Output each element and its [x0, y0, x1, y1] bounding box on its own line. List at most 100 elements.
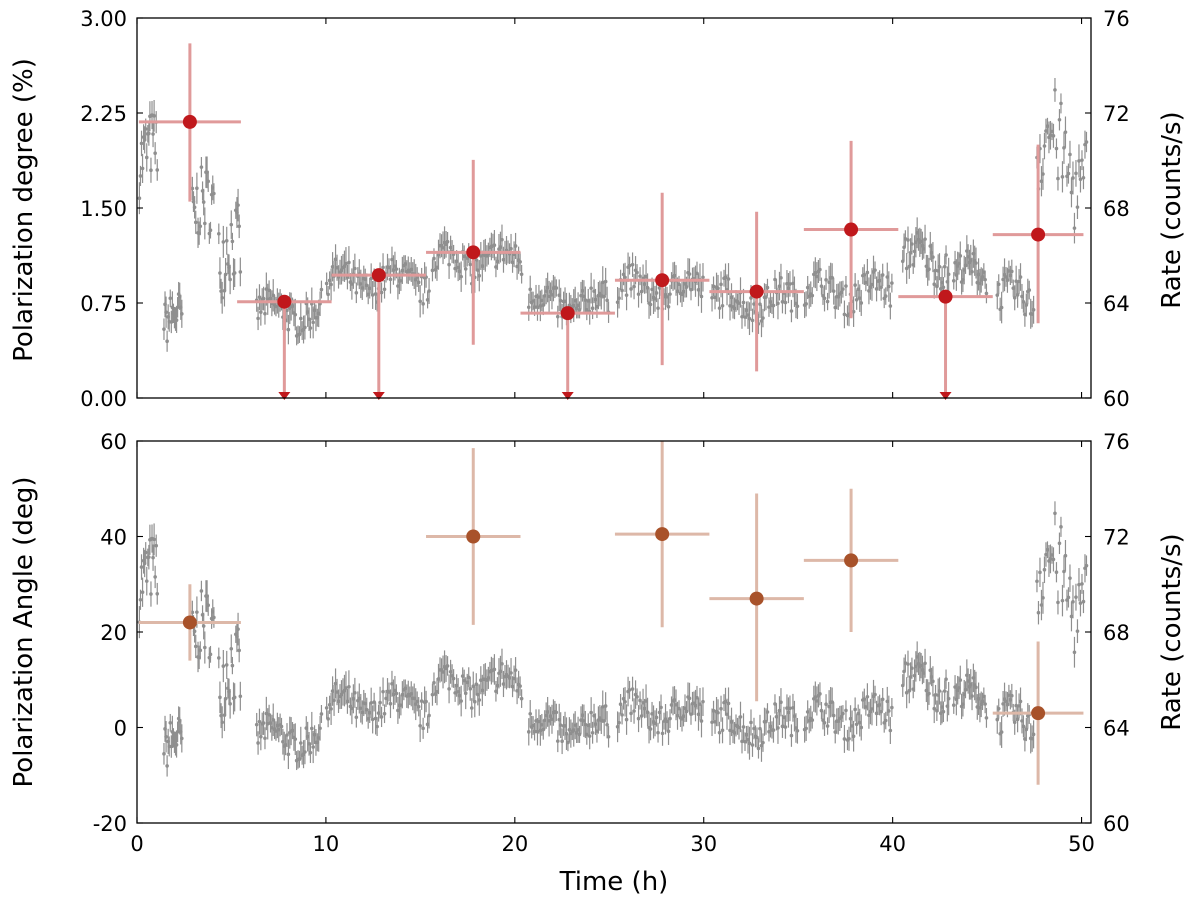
top-lc-point	[942, 264, 947, 269]
top-lc-point	[223, 272, 228, 277]
top-lc-point	[1059, 101, 1063, 106]
bottom-lc-point	[815, 699, 819, 703]
top-lc-point	[937, 264, 942, 269]
bottom-lc-point	[836, 719, 841, 723]
top-lc-point	[605, 298, 609, 303]
bottom-xtick-label: 30	[690, 832, 717, 856]
top-lc-point	[629, 287, 633, 291]
top-lc-point	[844, 284, 848, 288]
bottom-lc-point	[436, 677, 441, 681]
bottom-lc-point	[880, 697, 885, 702]
bottom-lc-point	[526, 730, 531, 734]
top-lc-point	[870, 282, 874, 287]
top-lc-point	[813, 270, 818, 275]
bottom-lc-point	[456, 689, 460, 694]
bottom-lc-point	[195, 610, 199, 614]
top-lc-point	[238, 270, 243, 274]
top-lc-point	[636, 292, 641, 296]
bottom-lc-point	[180, 736, 184, 741]
top-lc-point	[710, 295, 714, 300]
top-lc-point	[447, 262, 451, 267]
bottom-lc-point	[624, 717, 629, 722]
top-lc-point	[155, 168, 160, 172]
bottom-lc-point	[589, 710, 593, 715]
bottom-lc-point	[946, 696, 951, 701]
bottom-lc-point	[463, 691, 468, 696]
bottom-lc-point	[471, 684, 476, 689]
bottom-lc-point	[382, 711, 387, 716]
bottom-lc-point	[509, 671, 513, 675]
top-lc-point	[475, 268, 480, 272]
top-lc-point	[602, 294, 607, 299]
bottom-lc-point	[430, 692, 435, 697]
top-lc-point	[465, 256, 470, 260]
top-lc-point	[851, 309, 856, 314]
top-lc-point	[462, 254, 466, 259]
bottom-lc-point	[1038, 570, 1042, 575]
bottom-xtick-label: 10	[313, 832, 340, 856]
bottom-lc-point	[212, 615, 216, 620]
bottom-lc-point	[477, 698, 482, 702]
bottom-lc-point	[623, 699, 627, 704]
top-lc-point	[453, 266, 457, 271]
bottom-lc-point	[560, 739, 564, 744]
top-lc-point	[498, 245, 503, 249]
bottom-lc-point	[590, 730, 595, 735]
bottom-lc-point	[687, 696, 692, 701]
top-lc-point	[1057, 117, 1062, 122]
bottom-lc-point	[378, 700, 382, 705]
bottom-lc-point	[630, 687, 635, 691]
bottom-lc-point	[927, 691, 931, 696]
top-lc-point	[624, 293, 629, 297]
bottom-lc-point	[859, 725, 864, 730]
top-lc-point	[857, 296, 862, 300]
bottom-ytick-label: 40	[100, 526, 127, 550]
top-polarization-points	[138, 43, 1084, 400]
top-lc-point	[201, 200, 206, 204]
bottom-lc-point	[618, 702, 623, 707]
bottom-lc-point	[629, 711, 633, 716]
top-lc-point	[140, 166, 145, 171]
top-y2tick-label: 72	[1103, 102, 1130, 126]
bottom-lc-point	[856, 711, 860, 716]
bottom-lc-point	[749, 720, 753, 725]
bottom-lc-point	[983, 702, 987, 706]
bottom-lc-point	[229, 646, 234, 651]
top-lc-point	[984, 291, 989, 296]
bottom-lc-point	[198, 648, 203, 653]
top-lc-point	[421, 302, 425, 306]
bottom-lc-point	[1072, 650, 1077, 655]
bottom-lc-point	[1015, 717, 1020, 722]
bottom-lc-point	[717, 730, 722, 735]
top-lc-point	[212, 191, 216, 196]
bottom-lc-point	[558, 723, 563, 727]
bottom-xlabel: Time (h)	[559, 867, 669, 897]
top-lc-point	[329, 282, 333, 287]
bottom-lc-point	[236, 627, 240, 631]
bottom-lc-point	[738, 715, 743, 719]
top-lc-point	[457, 269, 462, 274]
bottom-lc-point	[716, 710, 720, 715]
top-lc-point	[445, 239, 450, 244]
bottom-lc-point	[353, 691, 357, 695]
top-y2tick-label: 60	[1103, 387, 1130, 411]
top-lc-point	[220, 295, 224, 300]
bottom-lc-point	[512, 676, 516, 681]
top-lc-point	[827, 280, 831, 284]
bottom-lc-point	[831, 713, 836, 718]
top-lc-point	[719, 282, 723, 287]
top-lc-point	[1078, 177, 1083, 182]
top-lc-point	[495, 259, 500, 264]
bottom-lc-point	[1068, 576, 1072, 580]
bottom-lc-point	[220, 720, 224, 725]
bottom-lc-point	[830, 700, 834, 704]
bottom-lc-point	[510, 684, 515, 689]
top-lc-point	[1072, 226, 1077, 230]
bottom-lc-point	[495, 683, 500, 688]
bottom-lc-point	[857, 720, 862, 725]
bottom-lc-point	[864, 705, 868, 709]
top-pol-point	[844, 222, 859, 237]
bottom-pol-point	[844, 553, 859, 568]
bottom-lc-point	[419, 699, 424, 703]
top-lc-point	[203, 221, 207, 226]
